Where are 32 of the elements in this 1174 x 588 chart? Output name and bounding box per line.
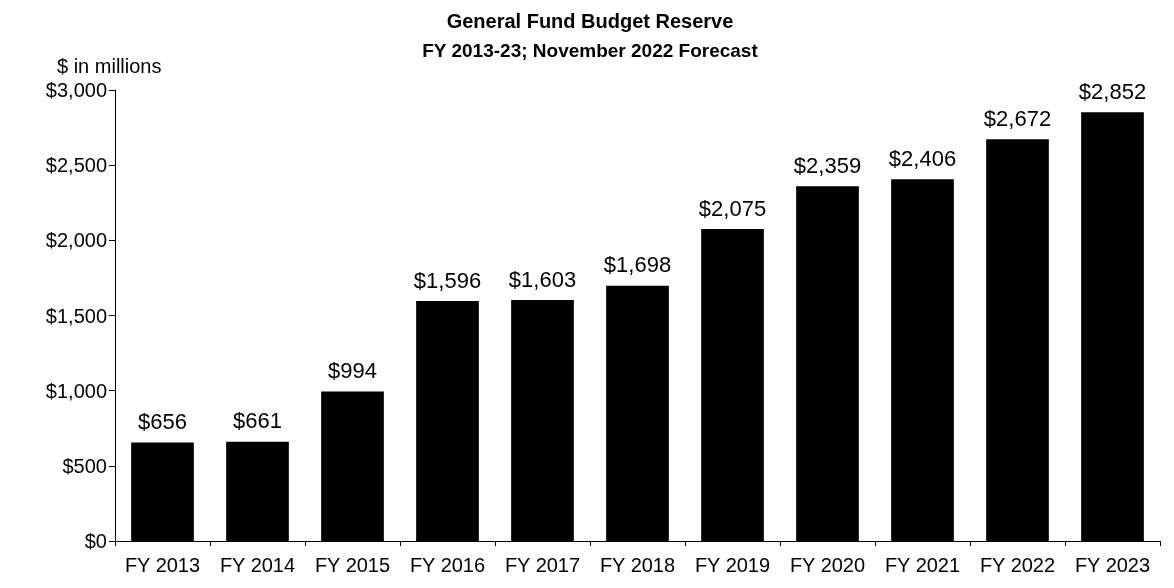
data-label: $661 <box>233 408 282 434</box>
y-tick-label: $3,000 <box>45 79 107 101</box>
data-label: $2,359 <box>793 152 862 178</box>
y-tick-label: $1,500 <box>45 304 107 327</box>
data-label: $2,852 <box>1078 78 1147 104</box>
y-tick-label: $0 <box>84 530 107 552</box>
data-label: $2,672 <box>983 105 1052 131</box>
data-label: $2,406 <box>888 145 957 171</box>
x-tick-label: FY 2020 <box>789 554 866 576</box>
y-tick-label: $2,500 <box>45 154 107 177</box>
data-label: $656 <box>138 408 187 434</box>
y-tick-label: $2,000 <box>45 229 107 252</box>
x-tick-label: FY 2018 <box>599 554 676 576</box>
x-tick-label: FY 2013 <box>124 554 201 576</box>
y-axis-title: $ in millions <box>57 55 162 77</box>
data-label: $1,698 <box>603 252 672 278</box>
chart-subtitle: FY 2013-23; November 2022 Forecast <box>422 40 759 61</box>
y-tick-label: $1,000 <box>45 379 107 402</box>
chart-title: General Fund Budget Reserve <box>446 10 734 32</box>
x-tick-label: FY 2014 <box>219 554 296 576</box>
x-tick-label: FY 2022 <box>979 554 1056 576</box>
data-label: $2,075 <box>698 195 767 221</box>
x-tick-label: FY 2023 <box>1074 554 1151 576</box>
data-label: $1,596 <box>413 267 482 293</box>
x-tick-label: FY 2017 <box>504 554 581 576</box>
x-tick-label: FY 2016 <box>409 554 486 576</box>
y-tick-label: $500 <box>62 454 107 477</box>
x-tick-label: FY 2015 <box>314 554 391 576</box>
data-label: $1,603 <box>508 266 577 292</box>
x-tick-label: FY 2019 <box>694 554 771 576</box>
x-tick-label: FY 2021 <box>884 554 961 576</box>
data-label: $994 <box>328 358 377 384</box>
